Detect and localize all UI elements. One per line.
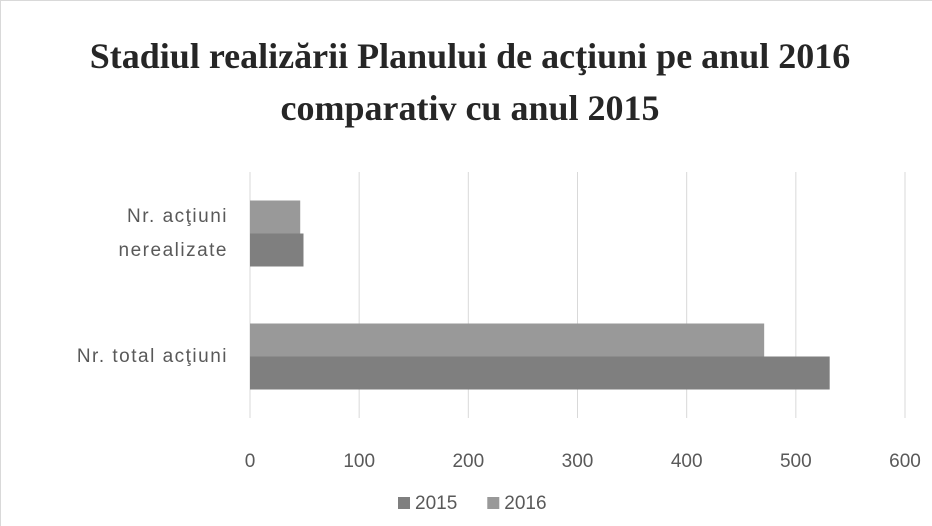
x-tick-label: 0 [245,451,256,472]
bar [250,356,830,390]
legend-label: 2015 [415,493,457,514]
y-tick-label: Nr. total acţiuni [76,345,228,367]
y-tick-label: Nr. acţiuni nerealizate [118,205,228,261]
x-tick-label: 600 [889,451,921,472]
bar [250,200,301,234]
bar [250,233,304,267]
bar [250,323,765,357]
x-tick-label: 300 [562,451,594,472]
legend-swatch [487,497,500,509]
x-tick-label: 100 [343,451,375,472]
x-tick-label: 400 [671,451,703,472]
chart-title: Stadiul realizării Planului de acţiuni p… [89,36,851,128]
legend-label: 2016 [504,493,546,514]
legend-swatch [398,497,410,509]
x-tick-label: 500 [780,451,812,472]
x-tick-label: 200 [452,451,484,472]
